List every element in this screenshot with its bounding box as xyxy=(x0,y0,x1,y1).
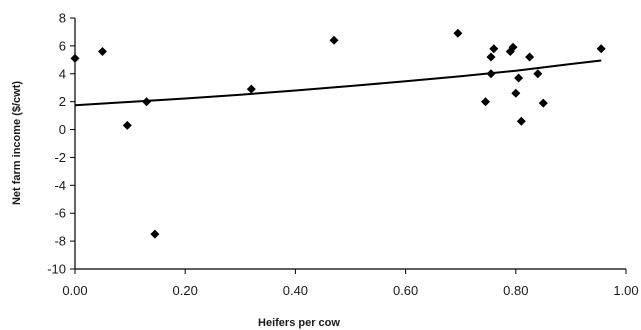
y-tick-label: 2 xyxy=(59,94,66,109)
y-tick-label: -2 xyxy=(54,150,66,165)
y-tick-label: -10 xyxy=(47,262,66,277)
trendline-group xyxy=(74,59,602,107)
y-axis-title: Net farm income ($/cwt) xyxy=(11,81,23,205)
x-tick-label: 0.60 xyxy=(393,283,418,298)
x-tick-label: 1.00 xyxy=(613,283,638,298)
data-point xyxy=(150,229,160,239)
x-tick-label: 0.40 xyxy=(283,283,308,298)
data-point xyxy=(511,88,521,98)
data-point xyxy=(142,97,152,107)
x-axis: 0.00 0.20 0.40 0.60 0.80 1.00 xyxy=(62,268,639,298)
y-tick-label: -4 xyxy=(54,178,66,193)
data-point xyxy=(514,73,524,83)
y-tick-label: -6 xyxy=(54,206,66,221)
data-point xyxy=(486,52,496,62)
x-tick-label: 0.80 xyxy=(503,283,528,298)
y-tick-label: 6 xyxy=(59,38,66,53)
data-point xyxy=(481,97,490,107)
x-tick-label: 0.00 xyxy=(62,283,87,298)
data-point xyxy=(508,42,518,52)
trendline xyxy=(74,59,602,107)
data-point xyxy=(98,47,107,56)
data-point xyxy=(533,69,543,79)
data-point xyxy=(246,84,256,94)
y-tick-label: 8 xyxy=(59,11,66,26)
data-point xyxy=(525,52,535,62)
x-tick-label: 0.20 xyxy=(173,283,198,298)
data-point xyxy=(596,44,606,54)
data-point xyxy=(329,35,339,45)
data-point xyxy=(453,28,463,38)
data-point xyxy=(122,120,132,130)
data-point xyxy=(538,98,548,108)
x-axis-title: Heifers per cow xyxy=(258,317,340,329)
y-tick-label: 4 xyxy=(59,66,66,81)
data-points xyxy=(70,28,606,239)
data-point xyxy=(489,44,499,54)
y-axis: 8 6 4 2 0 -2 -4 -6 -8 -10 xyxy=(47,11,76,277)
data-point xyxy=(486,69,496,79)
data-point xyxy=(516,116,526,126)
y-tick-label: 0 xyxy=(59,122,66,137)
y-tick-label: -8 xyxy=(54,234,66,249)
data-point xyxy=(70,53,80,63)
